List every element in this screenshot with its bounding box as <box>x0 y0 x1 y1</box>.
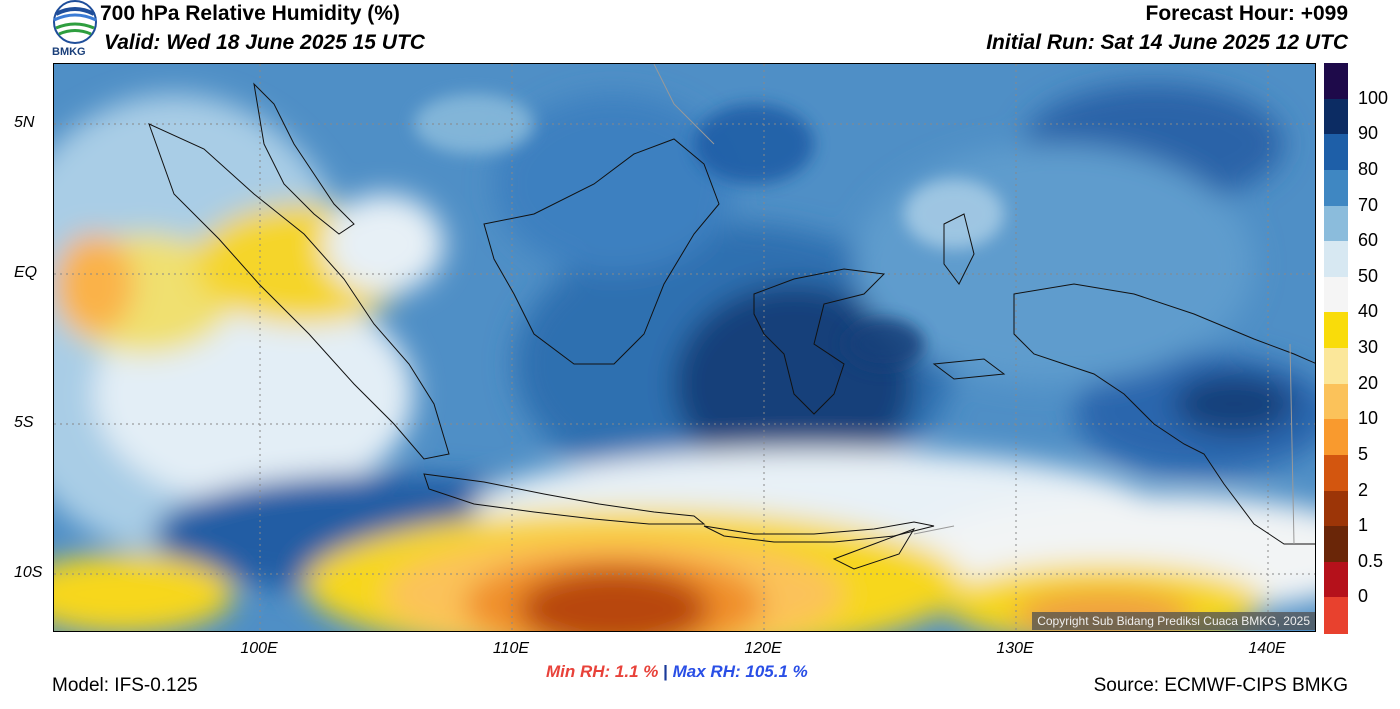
logo-text: BMKG <box>52 46 86 58</box>
colorbar-segment <box>1324 597 1348 634</box>
colorbar-label: 0.5 <box>1358 550 1384 571</box>
colorbar-segment <box>1324 419 1348 456</box>
colorbar-segment <box>1324 241 1348 278</box>
colorbar-segment <box>1324 134 1348 171</box>
lon-label-110e: 110E <box>492 640 530 657</box>
colorbar-label: 40 <box>1358 301 1379 322</box>
valid-time: Valid: Wed 18 June 2025 15 UTC <box>104 31 425 54</box>
colorbar-label: 60 <box>1358 230 1379 251</box>
max-rh: Max RH: 105.1 % <box>672 662 808 681</box>
colorbar-segment <box>1324 312 1348 349</box>
lon-label-140e: 140E <box>1248 640 1286 657</box>
colorbar-segment <box>1324 348 1348 385</box>
copyright-text: Copyright Sub Bidang Prediksi Cuaca BMKG… <box>1032 612 1315 630</box>
colorbar-label: 80 <box>1358 158 1379 179</box>
colorbar <box>1324 63 1348 634</box>
lat-label-eq: EQ <box>14 264 38 281</box>
colorbar-segment <box>1324 454 1348 491</box>
lat-label-5s: 5S <box>14 414 34 431</box>
colorbar-label: 100 <box>1358 87 1389 108</box>
colorbar-segment <box>1324 490 1348 527</box>
lat-label-10s: 10S <box>14 564 43 581</box>
colorbar-label: 5 <box>1358 443 1369 464</box>
min-rh: Min RH: 1.1 % <box>546 662 659 681</box>
colorbar-label: 70 <box>1358 194 1379 215</box>
initial-run: Initial Run: Sat 14 June 2025 12 UTC <box>986 31 1348 54</box>
lon-label-100e: 100E <box>240 640 278 657</box>
colorbar-label: 50 <box>1358 265 1379 286</box>
source-label: Source: ECMWF-CIPS BMKG <box>1093 675 1348 696</box>
colorbar-label: 2 <box>1358 479 1369 500</box>
colorbar-label: 90 <box>1358 123 1379 144</box>
colorbar-label: 0 <box>1358 586 1369 607</box>
colorbar-segment <box>1324 276 1348 313</box>
colorbar-segment <box>1324 205 1348 242</box>
colorbar-label: 1 <box>1358 515 1369 536</box>
colorbar-segment <box>1324 98 1348 135</box>
colorbar-label: 30 <box>1358 337 1379 357</box>
colorbar-segment <box>1324 169 1348 206</box>
rh-stats: Min RH: 1.1 % | Max RH: 105.1 % <box>546 662 808 682</box>
lon-label-130e: 130E <box>996 640 1034 657</box>
model-label: Model: IFS-0.125 <box>52 675 198 696</box>
lon-label-120e: 120E <box>744 640 782 657</box>
colorbar-label: 20 <box>1358 372 1379 393</box>
colorbar-segment <box>1324 526 1348 563</box>
stats-separator: | <box>663 662 668 681</box>
humidity-map <box>53 63 1316 632</box>
bmkg-logo <box>50 0 100 60</box>
chart-title: 700 hPa Relative Humidity (%) <box>100 2 400 25</box>
colorbar-segment <box>1324 63 1348 100</box>
colorbar-segment <box>1324 383 1348 420</box>
colorbar-label: 10 <box>1358 408 1379 429</box>
lat-label-5n: 5N <box>14 114 35 131</box>
colorbar-segment <box>1324 561 1348 598</box>
forecast-hour: Forecast Hour: +099 <box>1145 2 1349 25</box>
